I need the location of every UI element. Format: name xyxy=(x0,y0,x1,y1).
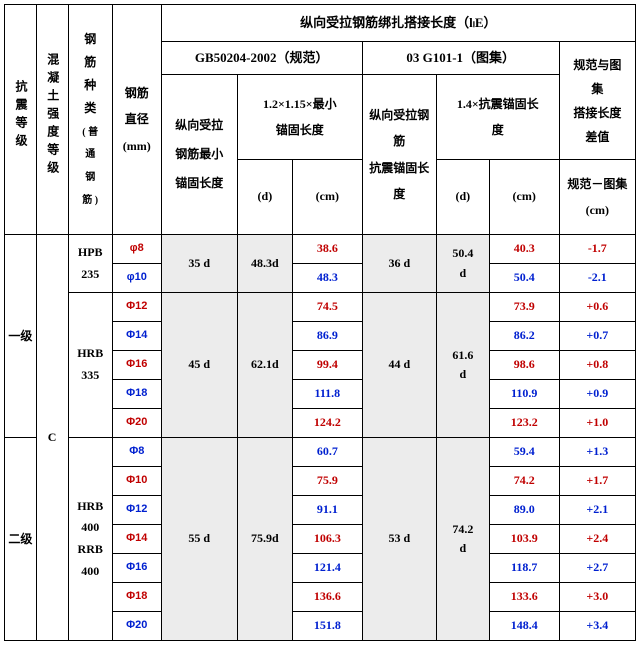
cm2: 110.9 xyxy=(489,380,559,409)
dia: Φ12 xyxy=(112,293,161,322)
cm1: 91.1 xyxy=(292,496,362,525)
dia: Φ20 xyxy=(112,409,161,438)
cm1: 38.6 xyxy=(292,235,362,264)
ma1d: 48.3d xyxy=(237,235,292,293)
diff: +0.6 xyxy=(559,293,635,322)
cm2: 73.9 xyxy=(489,293,559,322)
col-conc: 混凝土强度等级 xyxy=(43,53,62,179)
sa3d: 74.2d xyxy=(436,438,489,641)
diff: -2.1 xyxy=(559,264,635,293)
diff: +1.3 xyxy=(559,438,635,467)
dia: Φ16 xyxy=(112,351,161,380)
table-row: HRB335 Φ12 45 d 62.1d 74.5 44 d 61.6d 73… xyxy=(5,293,636,322)
diff: +0.7 xyxy=(559,322,635,351)
type-hrb400: HRB400RRB400 xyxy=(68,438,112,641)
type-hpb: HPB235 xyxy=(68,235,112,293)
grade2: 二级 xyxy=(8,524,32,554)
cm1: 75.9 xyxy=(292,467,362,496)
diff: +2.1 xyxy=(559,496,635,525)
cm2: 59.4 xyxy=(489,438,559,467)
cm1: 136.6 xyxy=(292,583,362,612)
dia: Φ8 xyxy=(112,438,161,467)
ma2d: 62.1d xyxy=(237,293,292,438)
sa2d: 61.6d xyxy=(436,293,489,438)
diff: +1.0 xyxy=(559,409,635,438)
dia: Φ16 xyxy=(112,554,161,583)
cm1: 111.8 xyxy=(292,380,362,409)
cm2: 148.4 xyxy=(489,612,559,641)
ma2: 45 d xyxy=(161,293,237,438)
cm2: 74.2 xyxy=(489,467,559,496)
cm2: 98.6 xyxy=(489,351,559,380)
dia: Φ12 xyxy=(112,496,161,525)
ma3: 55 d xyxy=(161,438,237,641)
src2: 03 G101-1（图集） xyxy=(362,42,559,75)
table-row: 一级 C HPB235 φ8 35 d 48.3d 38.6 36 d 50.4… xyxy=(5,235,636,264)
cm2: 133.6 xyxy=(489,583,559,612)
sa2: 44 d xyxy=(362,293,436,438)
col-type: 钢筋种类( 普通钢筋 ) xyxy=(82,28,98,210)
col-grade: 抗震等级 xyxy=(11,80,30,152)
dia: Φ14 xyxy=(112,322,161,351)
conc: C xyxy=(36,235,68,641)
dia: Φ20 xyxy=(112,612,161,641)
col-diff: 规范与图集搭接长度差值 xyxy=(559,42,635,160)
dia: Φ18 xyxy=(112,380,161,409)
cm2: 50.4 xyxy=(489,264,559,293)
cm1: 48.3 xyxy=(292,264,362,293)
cm2: 103.9 xyxy=(489,525,559,554)
cm1: 121.4 xyxy=(292,554,362,583)
type-hrb335: HRB335 xyxy=(68,293,112,438)
grade1: 一级 xyxy=(8,321,32,351)
cm-label-1: (cm) xyxy=(292,160,362,235)
col-12x: 1.2×1.15×最小锚固长度 xyxy=(237,75,362,160)
dia: Φ14 xyxy=(112,525,161,554)
col-seis-anchor: 纵向受拉钢筋抗震锚固长度 xyxy=(362,75,436,235)
diff: +0.9 xyxy=(559,380,635,409)
cm2: 123.2 xyxy=(489,409,559,438)
sa1: 36 d xyxy=(362,235,436,293)
cm2: 40.3 xyxy=(489,235,559,264)
cm1: 86.9 xyxy=(292,322,362,351)
col-14x: 1.4×抗震锚固长度 xyxy=(436,75,559,160)
sa1d: 50.4d xyxy=(436,235,489,293)
diff: +2.7 xyxy=(559,554,635,583)
dia: Φ18 xyxy=(112,583,161,612)
cm1: 106.3 xyxy=(292,525,362,554)
title: 纵向受拉钢筋绑扎搭接长度（lₗE） xyxy=(161,5,635,42)
cm2: 89.0 xyxy=(489,496,559,525)
d-label-1: (d) xyxy=(237,160,292,235)
cm2: 86.2 xyxy=(489,322,559,351)
col-dia: 钢筋直径(mm) xyxy=(112,5,161,235)
col-diff-unit: 规范－图集(cm) xyxy=(559,160,635,235)
cm2: 118.7 xyxy=(489,554,559,583)
cm-label-2: (cm) xyxy=(489,160,559,235)
src1: GB50204-2002（规范） xyxy=(161,42,362,75)
diff: -1.7 xyxy=(559,235,635,264)
dia: φ8 xyxy=(112,235,161,264)
cm1: 124.2 xyxy=(292,409,362,438)
sa3: 53 d xyxy=(362,438,436,641)
diff: +3.0 xyxy=(559,583,635,612)
diff: +3.4 xyxy=(559,612,635,641)
table-row: 二级 HRB400RRB400 Φ8 55 d 75.9d 60.7 53 d … xyxy=(5,438,636,467)
d-label-2: (d) xyxy=(436,160,489,235)
diff: +0.8 xyxy=(559,351,635,380)
cm1: 151.8 xyxy=(292,612,362,641)
cm1: 74.5 xyxy=(292,293,362,322)
cm1: 60.7 xyxy=(292,438,362,467)
cm1: 99.4 xyxy=(292,351,362,380)
diff: +2.4 xyxy=(559,525,635,554)
ma1: 35 d xyxy=(161,235,237,293)
col-minanchor: 纵向受拉钢筋最小锚固长度 xyxy=(161,75,237,235)
splice-length-table: 抗震等级 混凝土强度等级 钢筋种类( 普通钢筋 ) 钢筋直径(mm) 纵向受拉钢… xyxy=(4,4,636,641)
dia: Φ10 xyxy=(112,467,161,496)
ma3d: 75.9d xyxy=(237,438,292,641)
diff: +1.7 xyxy=(559,467,635,496)
dia: φ10 xyxy=(112,264,161,293)
